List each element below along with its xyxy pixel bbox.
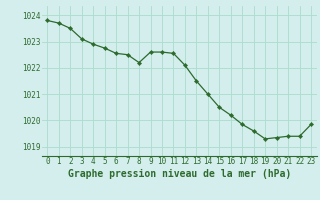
X-axis label: Graphe pression niveau de la mer (hPa): Graphe pression niveau de la mer (hPa) xyxy=(68,169,291,179)
